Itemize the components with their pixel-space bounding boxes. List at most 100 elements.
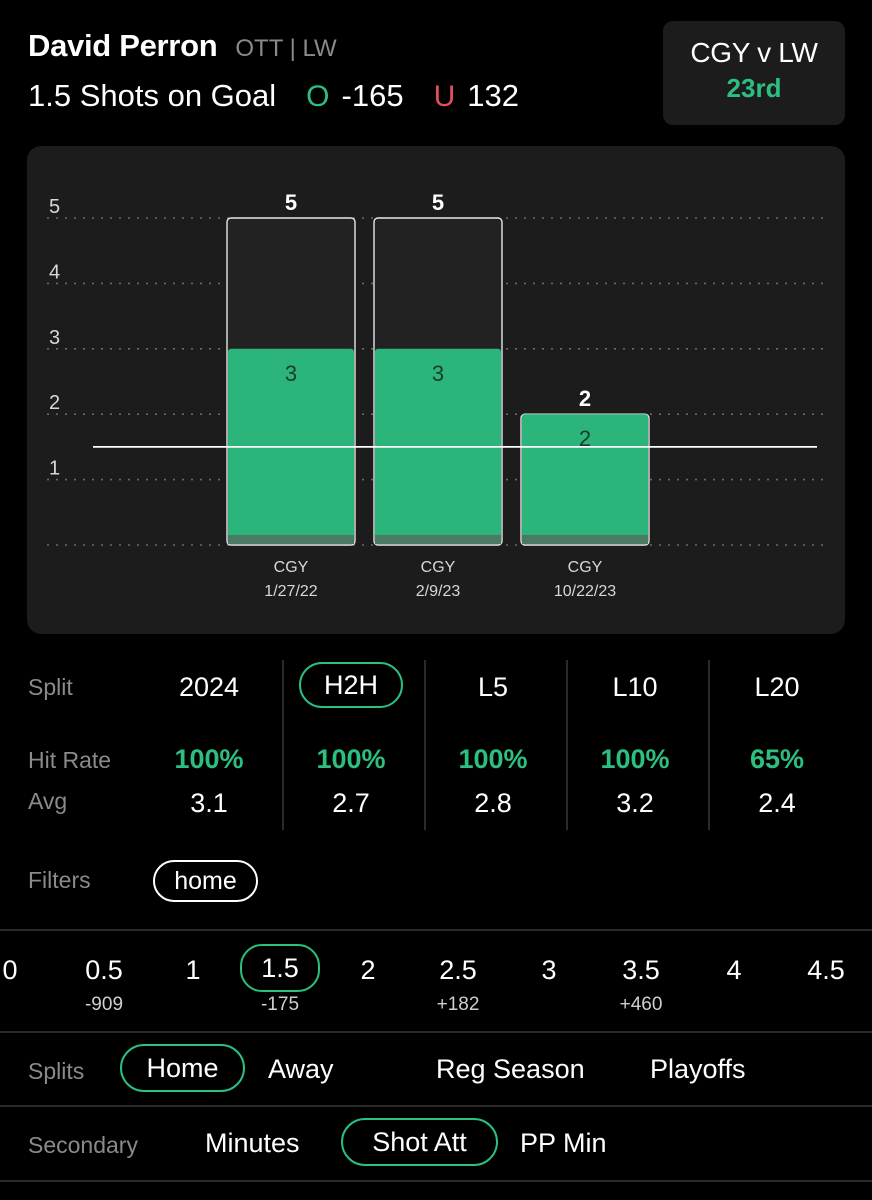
column-divider <box>708 660 710 830</box>
line-value: 3 <box>541 955 557 985</box>
splits-bar: Splits Home Away Reg Season Playoffs <box>0 1040 872 1100</box>
prop-line-row: 1.5 Shots on Goal O -165 U 132 <box>28 78 648 114</box>
split-row-label: Split <box>28 674 73 700</box>
split-column[interactable]: H2H 100% 2.7 <box>280 660 422 832</box>
split-option-playoffs[interactable]: Playoffs <box>650 1054 746 1084</box>
team-position: OTT | LW <box>235 35 337 62</box>
bar-total-label: 2 <box>579 386 591 411</box>
y-tick-label: 4 <box>49 261 60 283</box>
bar-base <box>522 535 648 544</box>
avg-value: 2.4 <box>758 788 796 818</box>
secondary-label: Secondary <box>28 1132 138 1158</box>
filters-label: Filters <box>28 867 91 893</box>
matchup-title: CGY v LW <box>690 37 818 68</box>
line-value: 2 <box>360 955 376 985</box>
line-value: 4.5 <box>807 955 845 985</box>
split-column[interactable]: 2024 100% 3.1 <box>138 660 280 832</box>
filters-row: Filters home <box>0 858 872 904</box>
line-step[interactable]: 4.5 <box>781 932 871 1016</box>
filter-chip-home[interactable]: home <box>153 860 258 902</box>
split-option-home[interactable]: Home <box>120 1044 245 1092</box>
split-tab[interactable]: L5 <box>477 672 509 702</box>
hit-rate-value: 100% <box>600 744 670 774</box>
bar-inner-label: 3 <box>432 361 444 386</box>
avg-value: 2.7 <box>332 788 370 818</box>
line-odds <box>323 994 413 1016</box>
hit-rate-value: 100% <box>458 744 528 774</box>
line-value: 0.5 <box>85 955 123 985</box>
hit-rate-value: 65% <box>749 744 805 774</box>
line-odds <box>689 994 779 1016</box>
avg-value: 2.8 <box>474 788 512 818</box>
splits-label: Splits <box>28 1058 85 1084</box>
hit-rate-value: 100% <box>174 744 244 774</box>
secondary-bar: Secondary Minutes Shot Att PP Min <box>0 1114 872 1174</box>
line-odds <box>504 994 594 1016</box>
x-tick-date: 1/27/22 <box>264 583 317 600</box>
column-divider <box>566 660 568 830</box>
y-tick-label: 2 <box>49 392 60 414</box>
line-odds <box>0 994 55 1016</box>
x-tick-opponent: CGY <box>421 559 456 576</box>
column-divider <box>424 660 426 830</box>
bar-total-label: 5 <box>432 190 444 215</box>
line-step[interactable]: 1 <box>148 932 238 1016</box>
x-tick-opponent: CGY <box>274 559 309 576</box>
split-column[interactable]: L20 65% 2.4 <box>706 660 848 832</box>
line-step[interactable]: 0.5 -909 <box>59 932 149 1016</box>
hit-rate-row-label: Hit Rate <box>28 747 112 773</box>
line-step[interactable]: 3 <box>504 932 594 1016</box>
line-value: 3.5 <box>622 955 660 985</box>
line-value: 2.5 <box>439 955 477 985</box>
split-tab[interactable]: L20 <box>754 672 800 702</box>
divider <box>0 1031 872 1033</box>
split-tab[interactable]: L10 <box>612 672 658 702</box>
line-value: 4 <box>726 955 742 985</box>
line-step[interactable]: 3.5 +460 <box>596 932 686 1016</box>
line-step[interactable]: 4 <box>689 932 779 1016</box>
line-odds: -909 <box>84 994 124 1015</box>
line-step[interactable]: 1.5 -175 <box>235 932 325 1016</box>
under-odds[interactable]: 132 <box>467 78 519 113</box>
hit-rate-value: 100% <box>316 744 386 774</box>
name-row: David Perron OTT | LW <box>28 28 648 64</box>
line-value: 1 <box>185 955 201 985</box>
line-odds: +182 <box>436 994 480 1015</box>
line-value: 0 <box>2 955 18 985</box>
line-ladder: 0 0.5 -909 1 1.5 -175 2 2.5 +182 3 3.5 +460 4 4.5 <box>0 932 872 1030</box>
line-odds: -175 <box>260 994 300 1015</box>
line-odds <box>781 994 871 1016</box>
secondary-option-pp-min[interactable]: PP Min <box>520 1128 607 1158</box>
split-option-away[interactable]: Away <box>268 1054 334 1084</box>
divider <box>0 929 872 931</box>
avg-row-label: Avg <box>28 788 68 814</box>
line-step[interactable]: 2.5 +182 <box>413 932 503 1016</box>
secondary-option-shot-att[interactable]: Shot Att <box>341 1118 498 1166</box>
split-option-reg-season[interactable]: Reg Season <box>436 1054 585 1084</box>
over-icon: O <box>306 80 330 113</box>
y-tick-label: 3 <box>49 327 60 349</box>
bar-total-label: 5 <box>285 190 297 215</box>
line-odds: +460 <box>619 994 663 1015</box>
split-column[interactable]: L5 100% 2.8 <box>422 660 564 832</box>
divider <box>0 1105 872 1107</box>
prop-market: 1.5 Shots on Goal <box>28 78 277 113</box>
bar-base <box>375 535 501 544</box>
line-step[interactable]: 0 <box>0 932 55 1016</box>
game-log-chart: 1 2 3 4 5 5 3 CGY 1/27/22 5 3 CGY 2/9/23 2 2 CGY 10/22/2… <box>27 146 845 634</box>
line-step[interactable]: 2 <box>323 932 413 1016</box>
y-tick-label: 1 <box>49 458 60 480</box>
divider <box>0 1180 872 1182</box>
bar-base <box>228 535 354 544</box>
player-name[interactable]: David Perron <box>28 28 218 63</box>
split-tab[interactable]: 2024 <box>178 672 240 702</box>
over-odds[interactable]: -165 <box>341 78 404 113</box>
secondary-option-minutes[interactable]: Minutes <box>205 1128 300 1158</box>
matchup-card[interactable]: CGY v LW 23rd <box>663 21 845 125</box>
bar-inner-label: 3 <box>285 361 297 386</box>
player-header: David Perron OTT | LW 1.5 Shots on Goal … <box>28 28 648 114</box>
matchup-rank: 23rd <box>726 73 782 103</box>
x-tick-date: 10/22/23 <box>554 583 616 600</box>
split-column[interactable]: L10 100% 3.2 <box>564 660 706 832</box>
split-tab[interactable]: H2H <box>299 662 403 708</box>
